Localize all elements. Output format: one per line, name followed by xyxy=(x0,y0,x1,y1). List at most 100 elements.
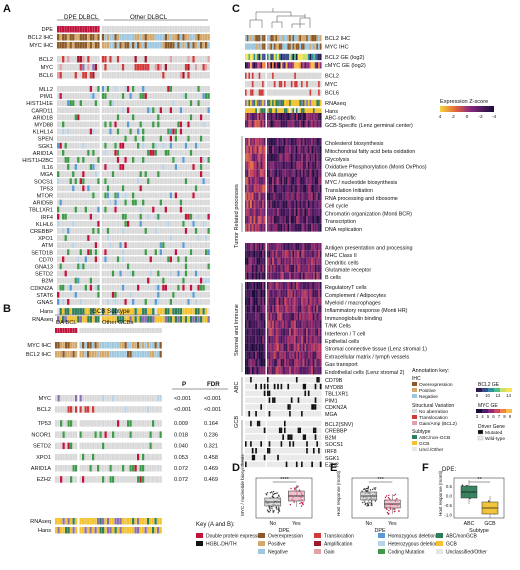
cell xyxy=(57,185,60,192)
cell xyxy=(121,185,125,192)
cell xyxy=(111,270,115,277)
cell xyxy=(107,328,110,333)
cell xyxy=(174,93,178,99)
cell xyxy=(152,465,155,472)
cell xyxy=(131,114,135,121)
cell xyxy=(194,34,198,41)
cell xyxy=(304,359,307,367)
cell xyxy=(59,270,62,277)
cell xyxy=(109,142,112,149)
cell xyxy=(154,64,157,71)
cell xyxy=(114,228,117,234)
cell xyxy=(268,335,271,344)
cell xyxy=(127,442,130,450)
cell xyxy=(245,359,247,367)
cell xyxy=(294,289,296,298)
cell xyxy=(87,220,90,227)
cell xyxy=(89,431,92,438)
cell xyxy=(57,220,60,227)
cell xyxy=(167,157,170,163)
cell xyxy=(77,142,80,149)
cell xyxy=(132,442,135,450)
cell xyxy=(245,272,247,280)
cell xyxy=(250,343,252,352)
cell xyxy=(307,312,310,321)
cell xyxy=(167,107,170,114)
cell xyxy=(111,299,115,305)
cell xyxy=(82,213,85,220)
cell xyxy=(289,43,291,50)
cell xyxy=(273,89,276,96)
cell xyxy=(256,216,259,224)
cell xyxy=(106,114,110,121)
cell xyxy=(284,343,286,352)
cell xyxy=(199,199,203,206)
cell xyxy=(248,62,251,69)
cell xyxy=(301,138,303,146)
cell xyxy=(275,145,278,154)
cell xyxy=(144,277,147,284)
cell xyxy=(260,89,263,96)
cell xyxy=(142,135,145,142)
cell xyxy=(280,390,283,397)
cell xyxy=(137,263,140,270)
cell xyxy=(273,208,276,216)
cell xyxy=(299,72,302,79)
cell xyxy=(69,86,72,92)
cell xyxy=(263,120,266,128)
cell xyxy=(292,297,295,306)
cell xyxy=(172,277,175,284)
cell xyxy=(197,164,200,170)
cell xyxy=(104,114,107,121)
cell xyxy=(302,328,305,336)
cell xyxy=(79,277,82,284)
cell xyxy=(67,86,70,92)
cell xyxy=(258,351,261,359)
cell xyxy=(263,192,266,201)
cell xyxy=(69,178,72,185)
cell xyxy=(121,34,125,41)
cell xyxy=(295,161,298,170)
cell xyxy=(131,277,135,284)
cell xyxy=(159,431,162,438)
cell xyxy=(114,316,117,323)
cell xyxy=(129,299,132,305)
cell xyxy=(284,257,286,265)
cell xyxy=(147,107,150,114)
cell xyxy=(79,206,82,213)
cell xyxy=(67,284,70,291)
cell xyxy=(87,86,90,92)
cell xyxy=(104,64,107,71)
cell xyxy=(187,308,190,315)
cell xyxy=(311,383,314,390)
cell xyxy=(246,81,249,88)
cell xyxy=(104,220,107,227)
cell xyxy=(69,235,72,241)
cell xyxy=(266,320,269,329)
cell xyxy=(179,228,183,234)
cell xyxy=(92,406,95,413)
cell xyxy=(302,208,305,216)
cell xyxy=(92,164,95,170)
cell xyxy=(294,257,296,265)
cell xyxy=(255,282,257,290)
cell xyxy=(164,100,168,106)
cell xyxy=(104,242,107,248)
cell xyxy=(69,135,72,142)
cell xyxy=(189,142,193,149)
cell xyxy=(114,213,117,220)
cell xyxy=(302,335,305,344)
cell xyxy=(295,312,298,321)
cell xyxy=(101,93,105,99)
cell xyxy=(121,263,125,270)
cell xyxy=(280,192,283,201)
cell xyxy=(109,114,112,121)
cell xyxy=(189,56,193,63)
cell xyxy=(144,442,147,450)
cell xyxy=(106,220,110,227)
cell xyxy=(172,308,175,315)
cell xyxy=(142,453,145,461)
cell xyxy=(306,62,308,69)
cell xyxy=(124,220,127,227)
cell xyxy=(59,114,62,121)
